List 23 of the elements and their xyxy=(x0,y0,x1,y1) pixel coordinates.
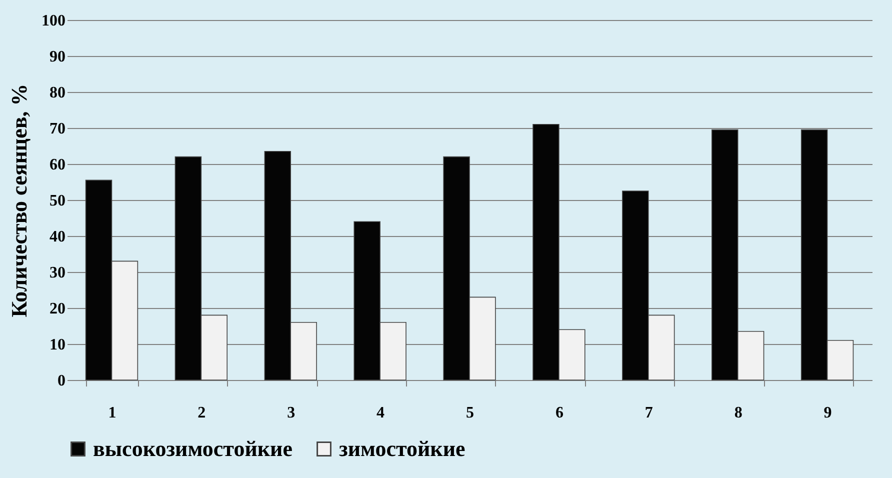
x-tick-label: 7 xyxy=(644,404,653,422)
y-tick-label: 70 xyxy=(50,120,66,138)
x-tick-label: 4 xyxy=(376,404,385,422)
x-tick-label: 9 xyxy=(824,404,832,422)
y-tick-label: 0 xyxy=(58,372,66,390)
y-tick-label: 10 xyxy=(50,336,66,354)
y-axis-title: Количество сеянцев, % xyxy=(6,84,32,318)
y-tick-label: 50 xyxy=(50,192,66,210)
x-tick-label: 5 xyxy=(466,404,474,422)
y-tick-label: 80 xyxy=(50,84,66,102)
legend-label: зимостойкие xyxy=(339,436,466,461)
x-tick-label: 2 xyxy=(198,404,206,422)
y-tick-label: 100 xyxy=(42,12,66,30)
x-tick-label: 1 xyxy=(108,404,116,422)
x-tick-label: 3 xyxy=(287,404,296,422)
x-tick-label: 6 xyxy=(555,404,564,422)
y-tick-label: 20 xyxy=(50,300,66,318)
y-tick-label: 40 xyxy=(50,228,66,246)
y-tick-label: 30 xyxy=(50,264,66,282)
y-tick-label: 60 xyxy=(50,156,66,174)
x-tick-label: 8 xyxy=(734,404,742,422)
y-tick-label: 90 xyxy=(50,48,66,66)
legend-label: высокозимостойкие xyxy=(93,436,293,461)
